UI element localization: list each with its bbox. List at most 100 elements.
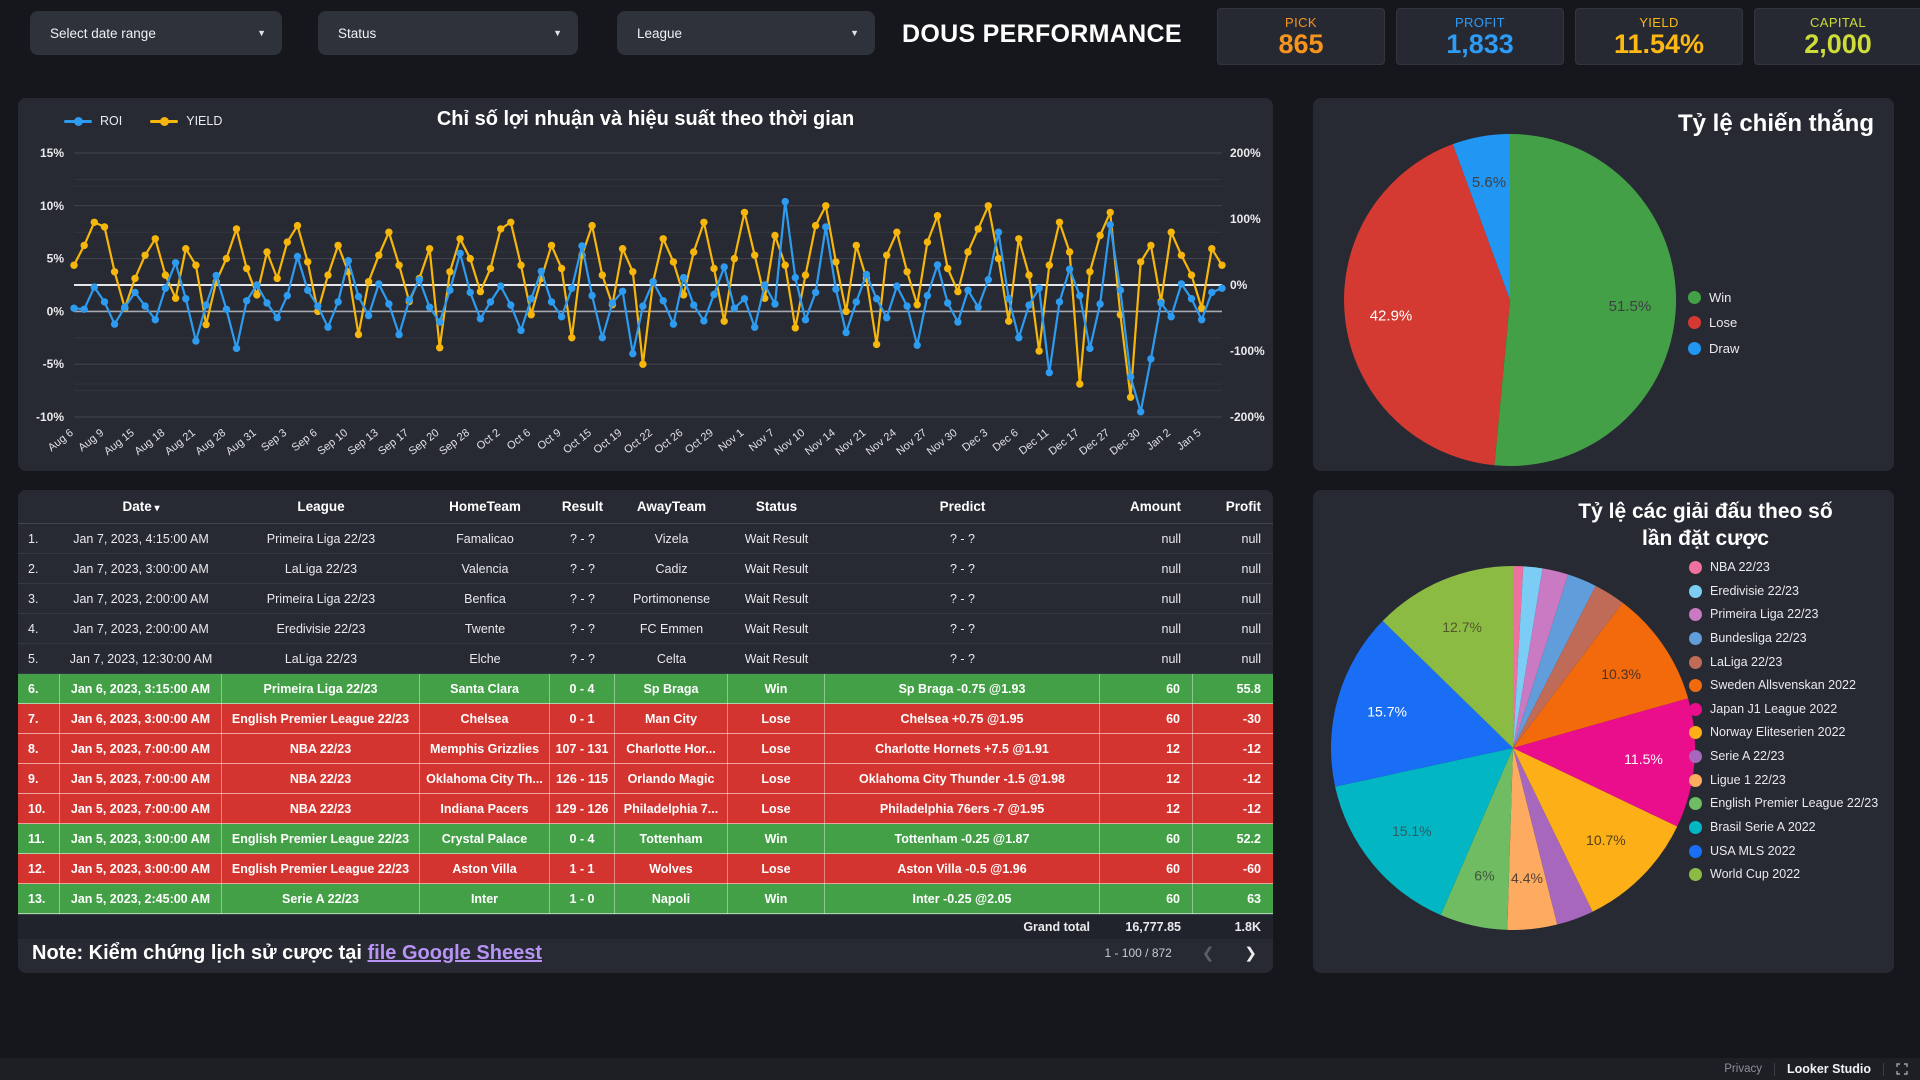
svg-text:Dec 11: Dec 11 [1017,427,1051,457]
column-header-date[interactable]: Date ▾ [122,499,160,514]
legend-label: Ligue 1 22/23 [1710,772,1786,787]
svg-text:42.9%: 42.9% [1370,308,1413,325]
table-row: 8. Jan 5, 2023, 7:00:00 AM NBA 22/23 Memphi… [18,734,1273,764]
cell-league: NBA 22/23 [222,764,420,794]
cell-date: Jan 7, 2023, 3:00:00 AM [73,561,209,576]
svg-text:Oct 29: Oct 29 [683,427,716,456]
cell-date: Jan 7, 2023, 2:00:00 AM [73,591,209,606]
pie-slice-win [1494,134,1677,467]
league-pie-chart: 10.3% 11.5% 10.7% 4.4% 6% 15.1% 15.7% 12.7% [1331,566,1696,930]
cell-date: Jan 6, 2023, 3:15:00 AM [60,674,222,704]
pie-slice-sweden-allsvenskan-2022 [1513,602,1689,748]
svg-text:5.6%: 5.6% [1472,174,1506,191]
legend-dot [1689,726,1702,740]
column-header-amount[interactable]: Amount [1130,499,1181,514]
status-filter[interactable]: Status ▼ [318,11,578,55]
legend-label: YIELD [186,114,223,128]
column-header-awayteam[interactable]: AwayTeam [636,499,707,514]
table-row: 5. Jan 7, 2023, 12:30:00 AM LaLiga 22/23 El… [18,644,1273,674]
svg-text:Sep 28: Sep 28 [437,427,472,458]
legend-dot [1689,561,1702,574]
column-header-result[interactable]: Result [561,499,604,514]
cell-away: Napoli [615,884,728,914]
svg-text:Jan 2: Jan 2 [1144,427,1173,453]
league-filter[interactable]: League ▼ [617,11,875,55]
svg-text:Jan 5: Jan 5 [1175,427,1204,453]
previous-page-button[interactable]: ❮ [1201,945,1215,962]
google-sheet-link[interactable]: file Google Sheest [367,941,542,964]
legend-dot [1689,868,1702,882]
cell-status: Lose [728,764,825,794]
svg-text:10.3%: 10.3% [1601,666,1641,682]
svg-text:Sep 6: Sep 6 [290,427,320,454]
next-page-button[interactable]: ❯ [1244,945,1257,962]
line-chart: 15% 10% 5% 0% -5% -10% 200% 100% 0% -100% -200% Aug… [36,146,1265,458]
svg-text:Nov 30: Nov 30 [925,427,960,458]
svg-text:5%: 5% [47,252,65,266]
looker-studio-brand[interactable]: Looker Studio [1786,1062,1871,1076]
svg-text:Oct 19: Oct 19 [592,427,625,456]
cell-status: Wait Result [744,621,809,636]
cell-home: Chelsea [420,704,550,734]
cell-predict: Inter -0.25 @2.05 [825,884,1100,914]
cell-amount: null [1161,651,1181,666]
legend-dot [73,116,83,126]
kpi-value: 865 [1278,28,1324,59]
column-header-hometeam[interactable]: HomeTeam [449,499,521,514]
pie-slice-bundesliga-22-23 [1513,574,1596,748]
table-row: 7. Jan 6, 2023, 3:00:00 AM English Premier… [18,704,1273,734]
cell-num: 1. [28,531,39,546]
legend-dot [1689,679,1702,693]
pie-slice-eredivisie-22-23 [1513,566,1543,748]
cell-amount: null [1161,531,1181,546]
cell-home: Santa Clara [420,674,550,704]
column-header-profit[interactable]: Profit [1225,499,1261,514]
cell-date: Jan 5, 2023, 3:00:00 AM [60,854,222,884]
cell-away: Philadelphia 7... [615,794,728,824]
legend-item-sweden-allsvenskan-2022: Sweden Allsvenskan 2022 [1689,678,1889,694]
cell-league: LaLiga 22/23 [284,561,358,576]
cell-result: 129 - 126 [550,794,615,824]
privacy-link[interactable]: Privacy [1724,1063,1762,1075]
fullscreen-icon[interactable] [1896,1063,1908,1075]
cell-status: Wait Result [744,561,809,576]
date-range-filter[interactable]: Select date range ▼ [30,11,282,55]
cell-date: Jan 7, 2023, 12:30:00 AM [69,651,213,666]
cell-status: Lose [728,704,825,734]
table-row: 1. Jan 7, 2023, 4:15:00 AM Primeira Liga 2… [18,524,1273,554]
svg-text:Oct 22: Oct 22 [622,427,655,456]
cell-result: ? - ? [569,531,595,546]
kpi-label: YIELD [1639,14,1679,30]
cell-status: Lose [728,794,825,824]
svg-text:Dec 17: Dec 17 [1047,427,1082,458]
legend-dot [1689,655,1702,669]
cell-status: Win [728,674,825,704]
legend-label: Norway Eliteserien 2022 [1710,725,1846,740]
cell-result: ? - ? [569,621,595,636]
column-header-predict[interactable]: Predict [939,499,986,514]
cell-num: 5. [28,651,39,666]
cell-away: Sp Braga [615,674,728,704]
cell-league: English Premier League 22/23 [222,704,420,734]
column-header-status[interactable]: Status [755,499,798,514]
svg-text:51.5%: 51.5% [1609,298,1652,315]
pie-slice-lose [1344,144,1510,466]
cell-num: 8. [18,734,60,764]
legend-label: Japan J1 League 2022 [1710,701,1838,716]
cell-league: English Premier League 22/23 [222,824,420,854]
kpi-value: 11.54% [1613,28,1705,59]
svg-text:Aug 21: Aug 21 [163,427,198,458]
cell-status: Lose [728,854,825,884]
cell-home: Elche [469,651,501,666]
cell-league: Primeira Liga 22/23 [222,674,420,704]
pie-slice-laliga-22-23 [1513,585,1623,748]
svg-text:0%: 0% [47,304,65,318]
column-header-league[interactable]: League [297,499,345,514]
cell-num: 7. [18,704,60,734]
filter-label: League [637,25,683,41]
svg-text:Dec 3: Dec 3 [960,427,990,454]
bets-table-panel: Date ▾ League HomeTeam Result AwayTeam Status… [18,490,1273,973]
legend-item-lose: Lose [1688,315,1739,331]
note-prefix: Note: Kiểm chứng lịch sử cược tại [32,941,368,964]
filter-label: Status [338,25,377,41]
